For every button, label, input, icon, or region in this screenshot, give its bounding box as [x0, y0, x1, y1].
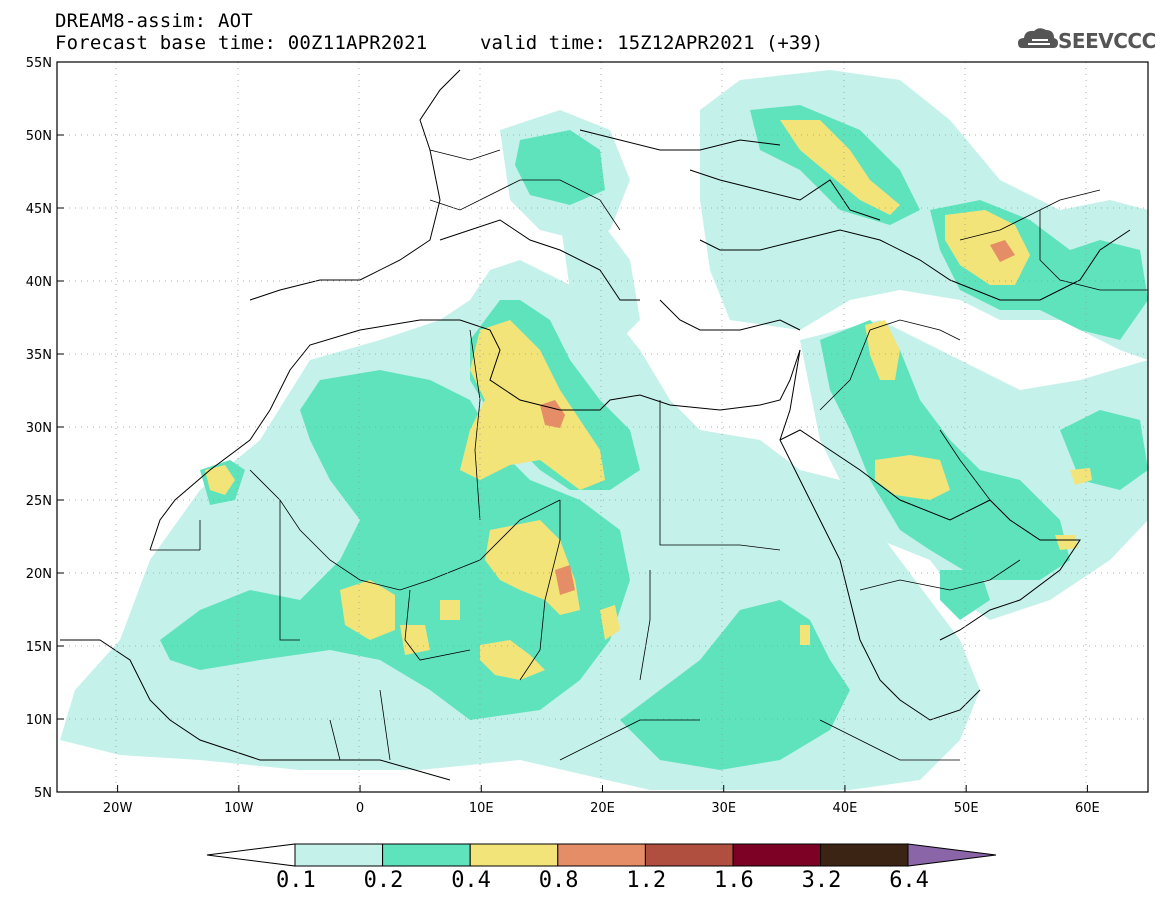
- colorbar-label: 0.4: [451, 868, 491, 893]
- colorbar-low-arrow: [206, 843, 296, 867]
- lon-tick-label: 10E: [469, 801, 494, 816]
- colorbar-swatch: [294, 843, 384, 867]
- colorbar-label: 1.6: [714, 868, 754, 893]
- colorbar-label: 0.1: [276, 868, 316, 893]
- colorbar-swatch: [820, 843, 909, 867]
- colorbar-label: 0.8: [538, 868, 579, 893]
- colorbar-swatch: [382, 843, 471, 867]
- lat-tick-label: 15N: [26, 640, 52, 655]
- lon-tick-label: 30E: [711, 801, 736, 816]
- lon-tick-label: 10W: [224, 801, 254, 816]
- lon-tick-label: 20E: [590, 801, 615, 816]
- lon-tick-label: 0: [356, 801, 364, 816]
- colorbar-swatch: [732, 843, 822, 867]
- lon-tick-label: 50E: [954, 801, 979, 816]
- colorbar-label: 6.4: [889, 868, 929, 893]
- lat-tick-label: 5N: [34, 786, 52, 801]
- lon-tick-label: 40E: [833, 801, 858, 816]
- colorbar-swatch: [469, 843, 559, 867]
- cloud-logo-icon: [1018, 28, 1058, 48]
- lat-tick-label: 50N: [26, 129, 52, 144]
- lon-tick-label: 20W: [103, 801, 133, 816]
- lat-tick-label: 55N: [26, 56, 52, 71]
- country-borders: [150, 149, 1148, 761]
- coastlines: [60, 69, 1131, 781]
- valid-time: valid time: 15Z12APR2021 (+39): [480, 32, 824, 54]
- colorbar-swatch: [557, 843, 646, 867]
- colorbar-label: 0.2: [363, 868, 404, 893]
- aot-field: [57, 62, 1148, 792]
- lat-tick-label: 20N: [26, 567, 52, 582]
- lat-tick-label: 45N: [26, 202, 52, 217]
- lat-tick-label: 10N: [26, 713, 52, 728]
- colorbar-label: 3.2: [801, 868, 842, 893]
- lat-tick-label: 30N: [26, 421, 52, 436]
- colorbar-high-arrow: [907, 843, 997, 867]
- logo-text: SEEVCCC: [1058, 29, 1156, 53]
- colorbar-swatch: [644, 843, 734, 867]
- colorbar-label: 1.2: [626, 868, 667, 893]
- forecast-base-time: Forecast base time: 00Z11APR2021: [55, 32, 428, 54]
- lon-tick-label: 60E: [1075, 801, 1100, 816]
- lat-tick-label: 25N: [26, 494, 52, 509]
- lat-tick-label: 35N: [26, 348, 52, 363]
- lat-tick-label: 40N: [26, 275, 52, 290]
- colorbar: [206, 843, 997, 867]
- map-title: DREAM8-assim: AOT: [55, 10, 253, 32]
